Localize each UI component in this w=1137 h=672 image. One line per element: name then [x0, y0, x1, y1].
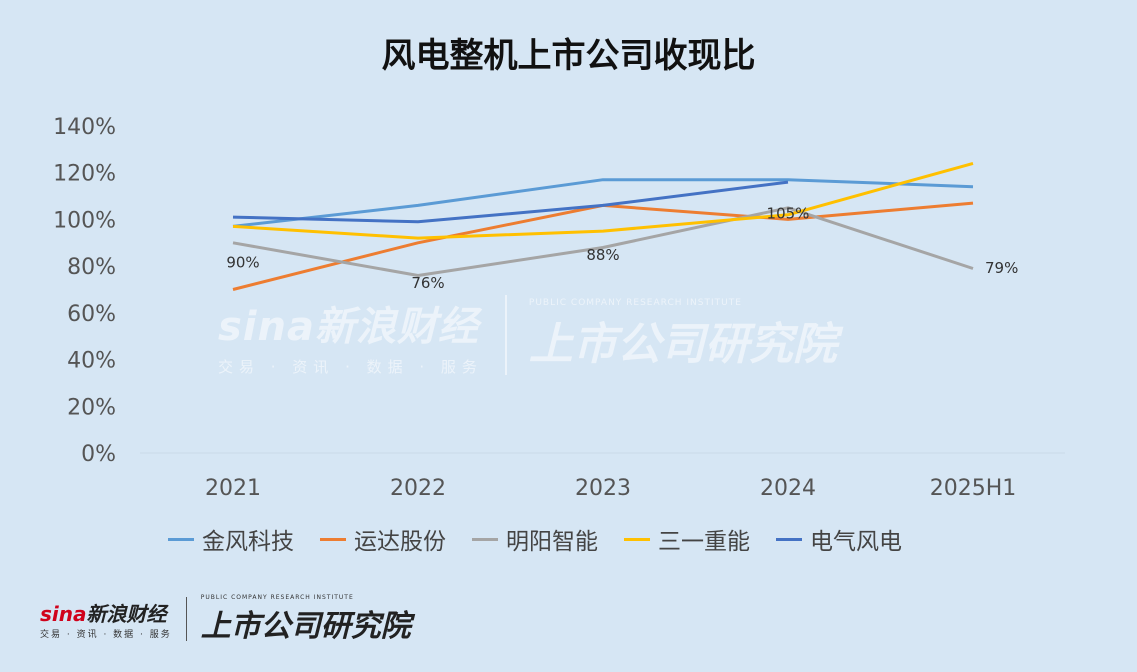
footer-brand-cn: 新浪财经 — [86, 602, 167, 626]
legend-swatch — [472, 537, 498, 541]
data-label: 79% — [985, 259, 1018, 277]
y-tick-label: 140% — [53, 115, 116, 140]
legend-label: 运达股份 — [354, 529, 446, 555]
footer-brand-sina: sina — [40, 602, 87, 626]
data-label: 90% — [226, 253, 259, 271]
legend-label: 金风科技 — [202, 529, 294, 555]
legend-item: 明阳智能 — [472, 522, 598, 556]
legend-item: 运达股份 — [320, 522, 446, 556]
footer-logo: sina新浪财经 交易 · 资讯 · 数据 · 服务 PUBLIC COMPAN… — [40, 594, 411, 644]
legend-swatch — [624, 537, 650, 541]
legend-item: 三一重能 — [624, 522, 750, 556]
series-line-4 — [232, 161, 974, 240]
series-line-5 — [232, 180, 789, 224]
x-tick-label: 2025H1 — [930, 476, 1017, 501]
y-tick-label: 100% — [53, 208, 116, 233]
legend-label: 三一重能 — [658, 529, 750, 555]
footer-divider — [185, 597, 187, 641]
data-label: 105% — [767, 204, 810, 222]
x-tick-label: 2023 — [575, 476, 631, 501]
y-tick-label: 120% — [53, 162, 116, 187]
footer-sub: 交易 · 资讯 · 数据 · 服务 — [40, 630, 172, 640]
legend-swatch — [168, 537, 194, 541]
legend-item: 金风科技 — [168, 522, 294, 556]
footer-institute: 上市公司研究院 — [200, 608, 411, 644]
chart-legend: 金风科技 运达股份 明阳智能 三一重能 电气风电 — [168, 522, 988, 556]
footer-institute-block: PUBLIC COMPANY RESEARCH INSTITUTE 上市公司研究… — [201, 594, 411, 645]
y-tick-label: 20% — [67, 395, 116, 420]
y-tick-label: 0% — [81, 442, 116, 467]
series-line-1 — [232, 178, 974, 228]
x-tick-label: 2024 — [760, 476, 816, 501]
legend-item: 电气风电 — [776, 522, 902, 556]
series-line-3 — [232, 206, 974, 277]
legend-swatch — [776, 537, 802, 541]
footer-institute-en: PUBLIC COMPANY RESEARCH INSTITUTE — [200, 593, 354, 601]
x-tick-label: 2022 — [390, 476, 446, 501]
legend-label: 明阳智能 — [506, 529, 598, 555]
y-tick-label: 60% — [67, 302, 116, 327]
y-tick-label: 40% — [67, 349, 116, 374]
data-label: 88% — [586, 246, 619, 264]
data-label: 76% — [411, 274, 444, 292]
legend-label: 电气风电 — [810, 529, 902, 555]
chart-title: 风电整机上市公司收现比 — [381, 36, 756, 76]
legend-swatch — [320, 537, 346, 541]
footer-brand-block: sina新浪财经 交易 · 资讯 · 数据 · 服务 — [40, 598, 172, 640]
y-tick-label: 80% — [67, 255, 116, 280]
x-tick-label: 2021 — [205, 476, 261, 501]
